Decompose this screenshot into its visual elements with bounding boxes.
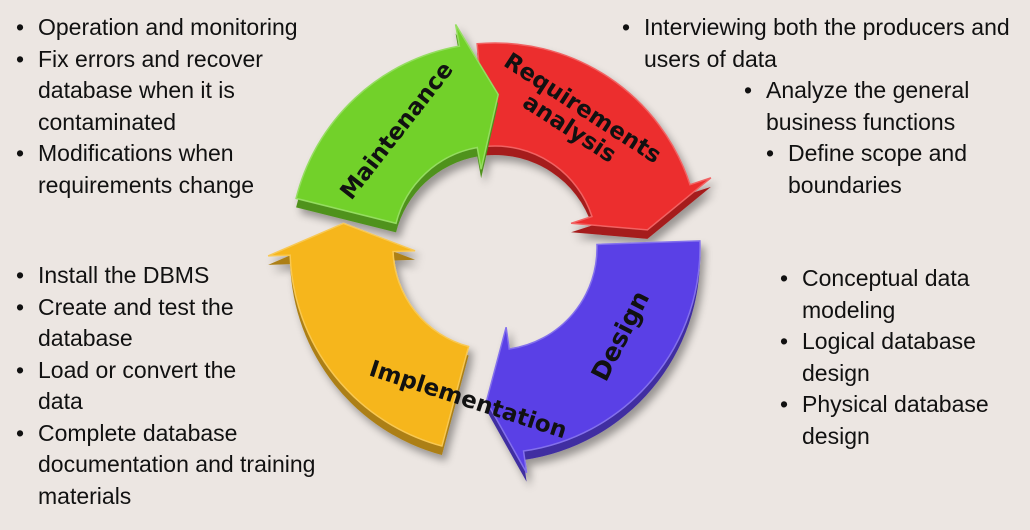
maintenance-task-list: Operation and monitoring Fix errors and … — [16, 12, 346, 201]
design-task-item: Physical database design — [780, 389, 1025, 452]
design-arrow — [485, 240, 701, 474]
design-task-item: Conceptual data modeling — [780, 263, 1025, 326]
implementation-task-item: Load or convert the data — [16, 355, 248, 418]
maintenance-arrow — [295, 24, 500, 225]
implementation-task-item: Complete database documentation and trai… — [16, 418, 376, 513]
implementation-task-item: Create and test the database — [16, 292, 248, 355]
requirements-task-list: Interviewing both the producers and user… — [622, 12, 1027, 201]
design-task-item: Logical database design — [780, 326, 1025, 389]
maintenance-task-item: Modifications when requirements change — [16, 138, 346, 201]
design-task-list: Conceptual data modeling Logical databas… — [780, 263, 1025, 452]
requirements-task-item: Analyze the general business functions — [744, 75, 1011, 138]
maintenance-task-item: Operation and monitoring — [16, 12, 346, 44]
implementation-arrow — [267, 222, 470, 447]
requirements-arrow — [476, 42, 712, 231]
maintenance-task-item: Fix errors and recover database when it … — [16, 44, 346, 139]
lifecycle-cycle-diagram: RequirementsanalysisDesignImplementation… — [267, 24, 712, 482]
implementation-task-list: Install the DBMS Create and test the dat… — [16, 260, 376, 512]
requirements-task-item: Interviewing both the producers and user… — [622, 12, 1014, 75]
requirements-task-item: Define scope and boundaries — [766, 138, 1008, 201]
implementation-task-item: Install the DBMS — [16, 260, 376, 292]
